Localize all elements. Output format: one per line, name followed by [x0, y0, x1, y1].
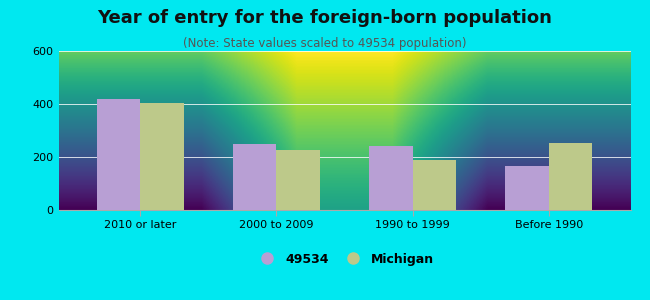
- Bar: [369, 146, 413, 210]
- Bar: [233, 144, 276, 210]
- Bar: [505, 166, 549, 210]
- Bar: [140, 103, 184, 210]
- Text: Year of entry for the foreign-born population: Year of entry for the foreign-born popul…: [98, 9, 552, 27]
- Legend: 49534, Michigan: 49534, Michigan: [250, 248, 439, 271]
- Bar: [413, 160, 456, 210]
- Text: (Note: State values scaled to 49534 population): (Note: State values scaled to 49534 popu…: [183, 38, 467, 50]
- Bar: [276, 150, 320, 210]
- Bar: [97, 99, 140, 210]
- Bar: [549, 143, 592, 210]
